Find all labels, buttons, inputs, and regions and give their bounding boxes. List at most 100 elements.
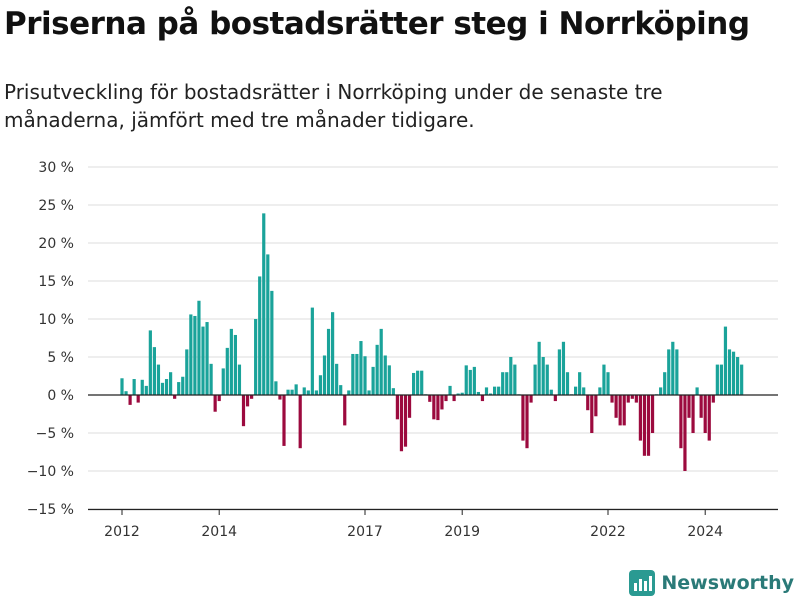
- bar: [436, 395, 440, 421]
- bar: [590, 395, 594, 433]
- bar: [493, 386, 497, 395]
- bar: [229, 328, 233, 395]
- bar: [626, 395, 630, 403]
- x-tick-label: 2012: [104, 524, 140, 540]
- bar: [731, 351, 736, 395]
- bar: [667, 349, 671, 395]
- x-tick-label: 2024: [687, 524, 723, 540]
- bar: [286, 389, 290, 395]
- bar: [181, 376, 185, 395]
- bar: [444, 395, 448, 402]
- bar: [193, 315, 197, 395]
- bar: [606, 372, 610, 395]
- y-tick-label: −15 %: [27, 502, 74, 518]
- bar: [326, 328, 331, 395]
- x-axis-labels: 2012 2014 2017 2019 2022 2024: [104, 509, 723, 540]
- bar: [156, 364, 161, 395]
- bar: [476, 391, 480, 395]
- bar: [124, 391, 128, 395]
- bar: [707, 395, 711, 441]
- bar: [258, 276, 262, 395]
- bar: [169, 372, 173, 395]
- bar: [634, 395, 638, 403]
- bar: [391, 388, 395, 395]
- bar: [217, 395, 221, 402]
- bar: [144, 385, 148, 395]
- bar: [225, 347, 229, 395]
- bar: [594, 395, 598, 417]
- bar: [622, 395, 626, 426]
- bar: [331, 312, 335, 395]
- bar: [233, 334, 237, 395]
- bar: [160, 382, 165, 395]
- bar: [679, 395, 683, 449]
- chart-subtitle: Prisutveckling för bostadsrätter i Norrk…: [4, 80, 663, 132]
- bar: [598, 387, 602, 395]
- bar: [335, 363, 339, 395]
- bar: [132, 379, 136, 395]
- bar: [379, 328, 383, 395]
- bar: [221, 368, 225, 395]
- bar: [278, 395, 282, 400]
- bar: [618, 395, 622, 426]
- bar: [521, 395, 525, 441]
- bar: [367, 390, 371, 395]
- bar: [302, 387, 306, 395]
- bar: [456, 393, 460, 395]
- bar: [529, 395, 533, 403]
- bar: [432, 395, 436, 420]
- x-tick-label: 2017: [347, 524, 383, 540]
- bar: [339, 385, 343, 395]
- bar: [480, 395, 485, 402]
- bar: [407, 395, 412, 418]
- bar: [383, 355, 387, 395]
- bar: [638, 395, 642, 441]
- bar: [671, 341, 675, 395]
- bar: [140, 379, 144, 395]
- bar: [736, 357, 740, 395]
- bar: [602, 364, 606, 395]
- newsworthy-brand: Newsworthy: [629, 568, 794, 598]
- bar: [703, 395, 707, 433]
- bar: [428, 395, 432, 402]
- bar: [314, 390, 318, 395]
- y-tick-label: 30 %: [38, 160, 74, 176]
- bar: [537, 341, 541, 395]
- bar: [642, 395, 647, 456]
- bar: [282, 395, 286, 446]
- bar: [412, 372, 416, 395]
- bar: [363, 356, 367, 395]
- bar: [646, 395, 651, 456]
- bar: [310, 307, 314, 395]
- bar: [711, 395, 715, 403]
- y-tick-label: 10 %: [38, 312, 74, 328]
- bar: [719, 364, 723, 395]
- chart-title: Priserna på bostadsrätter steg i Norrköp…: [4, 6, 750, 42]
- y-tick-label: 25 %: [38, 198, 74, 214]
- bar: [464, 365, 468, 395]
- bar: [614, 395, 618, 418]
- bar: [343, 395, 347, 426]
- bar: [687, 395, 691, 418]
- bar: [420, 370, 424, 395]
- bar: [250, 395, 254, 399]
- bar: [683, 395, 687, 471]
- bar: [513, 364, 517, 395]
- y-axis-labels: −15 % −10 % −5 % 0 % 5 % 10 % 15 % 20 % 25 % 30 %: [27, 160, 74, 518]
- bar: [375, 344, 379, 395]
- bar: [351, 353, 355, 395]
- bar: [472, 366, 476, 395]
- bar: [177, 382, 181, 395]
- bar: [395, 395, 399, 420]
- bar: [553, 395, 557, 402]
- bar: [695, 387, 699, 395]
- y-tick-label: −5 %: [36, 426, 74, 442]
- bar: [452, 395, 456, 402]
- x-tick-label: 2019: [444, 524, 480, 540]
- last-value-label: 4 %: [734, 0, 764, 4]
- bar: [274, 381, 278, 395]
- bar: [630, 395, 634, 399]
- bar: [549, 389, 553, 395]
- bar: [497, 386, 501, 395]
